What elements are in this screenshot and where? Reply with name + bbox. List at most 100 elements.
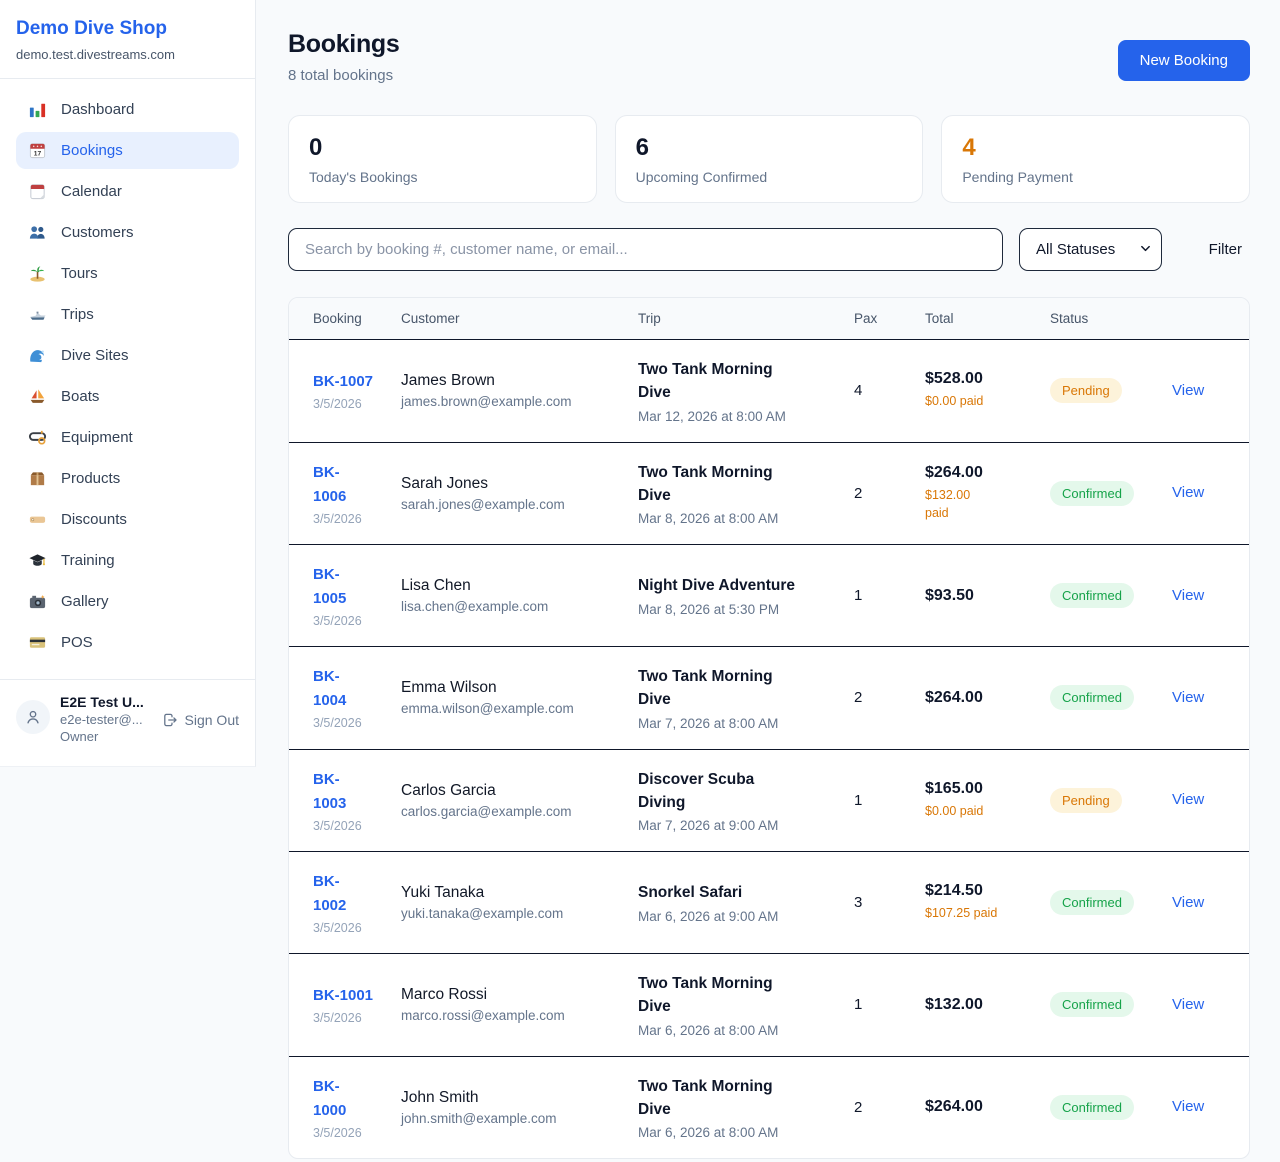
trip-name: Snorkel Safari: [638, 884, 743, 902]
status-select-wrap: All Statuses: [1019, 228, 1162, 271]
status-badge: Confirmed: [1050, 583, 1134, 608]
booking-id-link[interactable]: BK-1007: [313, 373, 374, 391]
sidebar-item-bookings[interactable]: 17 Bookings: [16, 132, 239, 169]
sidebar-item-boats[interactable]: Boats: [16, 378, 239, 415]
search-input[interactable]: [288, 228, 1003, 271]
filter-button[interactable]: Filter: [1208, 241, 1242, 258]
main-content: Bookings 8 total bookings New Booking 0 …: [256, 0, 1280, 1162]
booking-id-link[interactable]: BK- 1003: [313, 770, 347, 812]
user-email: e2e-tester@...: [60, 712, 143, 727]
view-link[interactable]: View: [1172, 995, 1205, 1013]
pax-count: 3: [854, 851, 925, 954]
amount-paid: $0.00 paid: [925, 394, 984, 409]
sidebar-item-products[interactable]: Products: [16, 460, 239, 497]
column-header-pax: Pax: [854, 298, 925, 340]
booking-id-link[interactable]: BK- 1000: [313, 1077, 347, 1119]
customer-name: Lisa Chen: [401, 577, 471, 594]
view-link[interactable]: View: [1172, 791, 1205, 809]
booking-date: 3/5/2026: [313, 614, 362, 628]
booking-id-link[interactable]: BK- 1005: [313, 566, 347, 607]
customer-name: Yuki Tanaka: [401, 884, 485, 901]
customer-name: James Brown: [401, 372, 495, 390]
sidebar-item-calendar[interactable]: Calendar: [16, 173, 239, 210]
view-link[interactable]: View: [1172, 688, 1205, 706]
sidebar-item-tours[interactable]: Tours: [16, 255, 239, 292]
sign-out-button[interactable]: Sign Out: [162, 712, 239, 728]
sidebar-item-label: Discounts: [61, 511, 127, 528]
status-badge: Confirmed: [1050, 1094, 1134, 1120]
user-meta: E2E Test U... e2e-tester@... Owner: [60, 694, 152, 744]
column-header-booking: Booking: [289, 298, 401, 340]
view-link[interactable]: View: [1172, 893, 1205, 911]
table-row: BK-1001 3/5/2026 Marco Rossi marco.rossi@e…: [289, 953, 1249, 1056]
sidebar-item-equipment[interactable]: Equipment: [16, 419, 239, 456]
page-header: Bookings 8 total bookings New Booking: [288, 30, 1250, 84]
view-link[interactable]: View: [1172, 381, 1205, 399]
pax-count: 2: [854, 441, 925, 545]
table-row: BK- 1005 3/5/2026 Lisa Chen lisa.chen@exam…: [289, 544, 1249, 647]
sidebar-item-discounts[interactable]: Discounts: [16, 501, 239, 538]
wave-icon: [28, 346, 47, 365]
trip-time: Mar 7, 2026 at 9:00 AM: [638, 818, 779, 833]
total-amount: $264.00: [925, 463, 983, 481]
booking-date: 3/5/2026: [313, 1125, 362, 1140]
stat-label: Today's Bookings: [309, 169, 418, 185]
stat-card-upcoming-confirmed: 6 Upcoming Confirmed: [614, 115, 924, 203]
sidebar-item-label: Tours: [61, 265, 98, 282]
customer-email: carlos.garcia@example.com: [401, 803, 572, 819]
pax-count: 1: [854, 544, 925, 647]
graduation-cap-icon: [28, 551, 47, 570]
sidebar: Demo Dive Shop demo.test.divestreams.com…: [0, 0, 256, 1162]
total-amount: $264.00: [925, 688, 983, 706]
view-link[interactable]: View: [1172, 586, 1205, 604]
customer-email: john.smith@example.com: [401, 1110, 557, 1126]
customer-name: John Smith: [401, 1088, 479, 1106]
island-icon: [28, 264, 47, 283]
new-booking-button[interactable]: New Booking: [1117, 40, 1250, 81]
pax-count: 1: [854, 748, 925, 852]
sidebar-item-label: Products: [61, 470, 121, 487]
trip-time: Mar 6, 2026 at 8:00 AM: [638, 1125, 779, 1140]
sidebar-item-training[interactable]: Training: [16, 542, 239, 579]
view-link[interactable]: View: [1172, 484, 1205, 502]
view-link[interactable]: View: [1172, 1098, 1205, 1116]
trip-name: Two Tank Morning Dive: [638, 1077, 773, 1118]
sidebar-item-label: Trips: [61, 306, 94, 323]
credit-card-icon: [28, 633, 47, 652]
booking-date: 3/5/2026: [313, 818, 362, 833]
booking-id-link[interactable]: BK-1001: [313, 987, 374, 1005]
sidebar-nav: Dashboard 17 Bookings Calendar Customers…: [0, 79, 255, 679]
page-subtitle: 8 total bookings: [288, 67, 394, 84]
total-amount: $93.50: [925, 586, 974, 604]
booking-id-link[interactable]: BK- 1004: [313, 668, 347, 710]
sidebar-item-dashboard[interactable]: Dashboard: [16, 91, 239, 128]
status-badge: Confirmed: [1050, 685, 1134, 711]
status-select[interactable]: All Statuses: [1019, 228, 1162, 271]
booking-id-link[interactable]: BK- 1002: [313, 873, 347, 914]
sidebar-item-gallery[interactable]: Gallery: [16, 583, 239, 620]
user-role: Owner: [60, 729, 99, 744]
stat-label: Pending Payment: [962, 169, 1073, 185]
total-amount: $528.00: [925, 370, 983, 388]
table-row: BK- 1003 3/5/2026 Carlos Garcia carlos.gar…: [289, 748, 1249, 852]
sidebar-item-trips[interactable]: Trips: [16, 296, 239, 333]
sidebar-item-customers[interactable]: Customers: [16, 214, 239, 251]
trip-time: Mar 12, 2026 at 8:00 AM: [638, 408, 786, 424]
sidebar-item-pos[interactable]: POS: [16, 624, 239, 661]
sign-out-icon: [163, 713, 177, 727]
sidebar-item-label: Gallery: [61, 593, 109, 610]
trip-name: Two Tank Morning Dive: [638, 668, 773, 709]
table-row: BK- 1002 3/5/2026 Yuki Tanaka yuki.tanaka@…: [289, 851, 1249, 954]
sidebar-item-label: Boats: [61, 388, 100, 405]
pax-count: 2: [854, 646, 925, 749]
booking-date: 3/5/2026: [313, 716, 362, 731]
customer-name: Emma Wilson: [401, 679, 497, 697]
stat-card-todays-bookings: 0 Today's Bookings: [288, 115, 597, 203]
booking-id-link[interactable]: BK- 1006: [313, 463, 347, 505]
table-header-row: Booking Customer Trip Pax Total Status: [289, 298, 1249, 340]
sidebar-item-label: Dashboard: [61, 101, 135, 118]
pax-count: 4: [854, 382, 863, 400]
avatar: [16, 700, 50, 734]
sidebar-item-dive-sites[interactable]: Dive Sites: [16, 337, 239, 374]
trip-name: Two Tank Morning Dive: [638, 463, 773, 504]
